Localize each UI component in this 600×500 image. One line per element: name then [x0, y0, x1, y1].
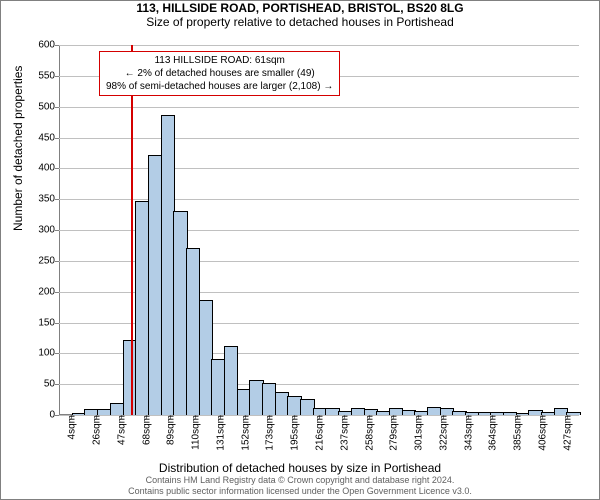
- x-tick-label: 173sqm: [263, 415, 276, 451]
- grid-line: [59, 199, 579, 200]
- annotation-box: 113 HILLSIDE ROAD: 61sqm← 2% of detached…: [99, 51, 340, 96]
- x-tick-label: 343sqm: [461, 415, 474, 451]
- x-tick-label: 258sqm: [362, 415, 375, 451]
- y-tick-mark: [55, 168, 59, 169]
- y-tick-mark: [55, 323, 59, 324]
- grid-line: [59, 138, 579, 139]
- footer-line-1: Contains HM Land Registry data © Crown c…: [1, 475, 599, 486]
- x-tick-label: 427sqm: [560, 415, 573, 451]
- x-tick-label: 47sqm: [114, 415, 127, 445]
- page-title: 113, HILLSIDE ROAD, PORTISHEAD, BRISTOL,…: [1, 1, 599, 15]
- x-tick-label: 26sqm: [90, 415, 103, 445]
- grid-line: [59, 45, 579, 46]
- y-tick-mark: [55, 199, 59, 200]
- annotation-line-2: ← 2% of detached houses are smaller (49): [106, 67, 333, 80]
- y-tick-mark: [55, 292, 59, 293]
- y-tick-mark: [55, 107, 59, 108]
- x-tick-label: 195sqm: [288, 415, 301, 451]
- grid-line: [59, 168, 579, 169]
- x-tick-label: 110sqm: [189, 415, 202, 450]
- x-tick-label: 385sqm: [511, 415, 524, 451]
- footer-line-2: Contains public sector information licen…: [1, 486, 599, 497]
- y-tick-mark: [55, 138, 59, 139]
- x-tick-label: 279sqm: [387, 415, 400, 451]
- page-subtitle: Size of property relative to detached ho…: [1, 15, 599, 29]
- x-tick-label: 216sqm: [313, 415, 326, 451]
- x-tick-label: 237sqm: [337, 415, 350, 451]
- grid-line: [59, 107, 579, 108]
- y-tick-mark: [55, 384, 59, 385]
- x-tick-label: 68sqm: [139, 415, 152, 445]
- annotation-line-1: 113 HILLSIDE ROAD: 61sqm: [106, 54, 333, 67]
- annotation-line-3: 98% of semi-detached houses are larger (…: [106, 80, 333, 93]
- y-tick-mark: [55, 230, 59, 231]
- y-tick-mark: [55, 45, 59, 46]
- histogram-chart: 0501001502002503003504004505005506004sqm…: [59, 45, 579, 415]
- x-axis-title: Distribution of detached houses by size …: [1, 461, 599, 475]
- x-tick-label: 364sqm: [486, 415, 499, 451]
- y-tick-mark: [55, 415, 59, 416]
- x-tick-label: 152sqm: [238, 415, 251, 451]
- x-tick-label: 131sqm: [213, 415, 226, 451]
- x-tick-label: 406sqm: [535, 415, 548, 451]
- x-tick-label: 322sqm: [436, 415, 449, 451]
- x-tick-label: 4sqm: [65, 415, 78, 439]
- footer-attribution: Contains HM Land Registry data © Crown c…: [1, 475, 599, 497]
- x-tick-label: 301sqm: [412, 415, 425, 451]
- y-tick-mark: [55, 261, 59, 262]
- x-tick-label: 89sqm: [164, 415, 177, 445]
- property-marker-line: [131, 45, 133, 415]
- y-tick-mark: [55, 76, 59, 77]
- y-axis-title: Number of detached properties: [11, 66, 25, 231]
- y-tick-mark: [55, 353, 59, 354]
